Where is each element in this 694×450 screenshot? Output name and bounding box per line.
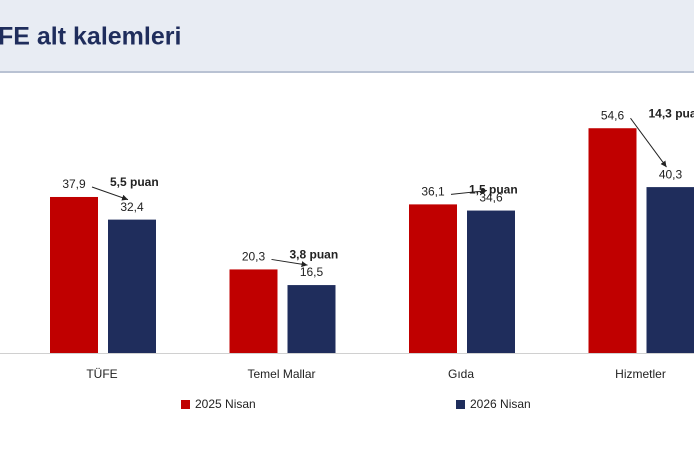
annotation-arrow — [450, 188, 488, 195]
annotation: 3,8 puan — [290, 248, 339, 262]
bar — [50, 196, 98, 353]
x-tick-label: Hizmetler — [615, 367, 666, 381]
bar — [646, 187, 694, 353]
annotation: 1,5 puan — [469, 183, 518, 197]
value-label: 54,6 — [601, 108, 625, 122]
x-tick-label: TÜFE — [86, 367, 117, 381]
chart-title: FE alt kalemleri — [0, 23, 181, 51]
value-label: 20,3 — [242, 250, 266, 264]
bar — [588, 128, 637, 353]
legend-label: 2026 Nisan — [470, 397, 531, 411]
annotation-arrow — [271, 258, 308, 268]
bar — [229, 269, 278, 353]
x-tick-label: Gıda — [448, 367, 474, 381]
annotation: 14,3 puan — [649, 106, 694, 120]
header-band — [0, 0, 694, 72]
value-label: 34,6 — [479, 191, 503, 205]
bar — [287, 285, 336, 353]
annotation-arrow — [91, 186, 129, 201]
bar — [409, 204, 457, 353]
legend-swatch — [456, 400, 465, 409]
value-label: 40,3 — [659, 167, 683, 181]
bar — [467, 210, 515, 353]
legend-label: 2025 Nisan — [195, 397, 256, 411]
annotation-arrow — [630, 117, 667, 168]
bar — [108, 219, 156, 353]
value-label: 16,5 — [300, 265, 324, 279]
value-label: 32,4 — [120, 200, 144, 214]
annotation: 5,5 puan — [110, 175, 159, 189]
value-label: 36,1 — [421, 185, 445, 199]
value-label: 37,9 — [62, 177, 86, 191]
legend-swatch — [181, 400, 190, 409]
x-tick-label: Temel Mallar — [247, 367, 315, 381]
